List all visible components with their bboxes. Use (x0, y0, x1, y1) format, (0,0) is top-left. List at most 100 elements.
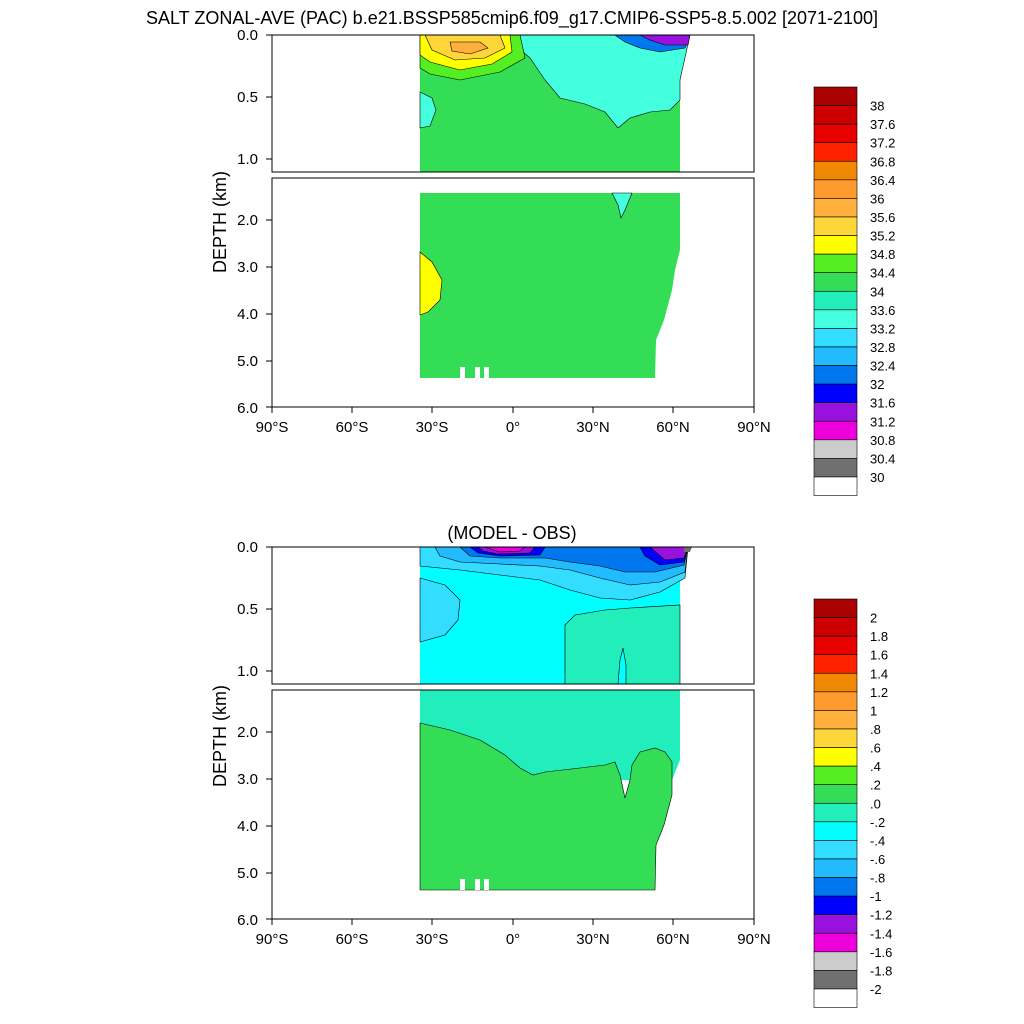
colorbar-label: 31.2 (870, 414, 895, 429)
x-tick-label: 60°S (336, 931, 369, 948)
colorbar-swatch (813, 654, 858, 674)
colorbar-label: 35.2 (870, 229, 895, 244)
colorbar-swatch (813, 309, 858, 329)
colorbar-label: .4 (870, 759, 881, 774)
x-tick-label: 60°S (336, 419, 369, 436)
x-tick-label: 60°N (656, 419, 690, 436)
field-green-body (419, 722, 673, 891)
field-grey-spot (684, 547, 692, 552)
colorbar-swatch (813, 988, 858, 1008)
y-tick-label: 4.0 (237, 306, 258, 323)
colorbar-swatch (813, 951, 858, 971)
field-cyan-notch (611, 192, 633, 219)
bottom-gap-2 (475, 367, 480, 378)
colorbar-label: 30.8 (870, 433, 895, 448)
field-lightcyan-left (419, 577, 461, 643)
x-tick-label: 30°N (576, 419, 610, 436)
bottom-gap-1 (460, 879, 465, 890)
y-tick-label: 0.0 (237, 539, 258, 556)
colorbar-swatch (813, 691, 858, 711)
colorbar-label: 2 (870, 611, 877, 626)
colorbar-label: 32 (870, 377, 884, 392)
colorbar-swatch (813, 784, 858, 804)
colorbar-label: 34 (870, 284, 884, 299)
x-tick-label: 0° (506, 931, 520, 948)
field-deep-green (420, 193, 680, 378)
upper-field (419, 546, 692, 685)
bottom-gap-2 (475, 879, 480, 890)
y-tick-label: 0.5 (237, 89, 258, 106)
x-tick-label: 30°S (416, 931, 449, 948)
x-tick-label: 90°S (256, 931, 289, 948)
y-tick-label: 0.0 (237, 27, 258, 44)
colorbar-salinity: 38 37.6 37.2 36.8 36.4 36 35.6 35.2 34.8 34.4 34 33… (813, 86, 895, 496)
colorbar-swatch (813, 160, 858, 181)
colorbar-difference: 21.81.61.41.21.8.6.4.2.0-.2-.4-.6-.8-1-1… (813, 598, 892, 1008)
colorbar-swatch (813, 253, 858, 274)
colorbar-label: -1 (870, 889, 882, 904)
field-cyan-left (419, 91, 437, 129)
y-tick-label: 2.0 (237, 724, 258, 741)
colorbar-label: 1 (870, 703, 877, 718)
colorbar-swatch (813, 877, 858, 897)
colorbar-swatch (813, 439, 858, 459)
x-tick-label: 90°N (737, 419, 771, 436)
colorbar-label: 1.4 (870, 666, 888, 681)
y-tick-label: 5.0 (237, 865, 258, 882)
field-yellow-bump (419, 251, 443, 316)
colorbar-swatch (813, 598, 858, 618)
colorbar-swatch (813, 179, 858, 199)
upper-field (419, 34, 691, 172)
colorbar-label: 30.4 (870, 451, 895, 466)
colorbar-label: 32.8 (870, 340, 895, 355)
y-tick-label: 0.5 (237, 601, 258, 618)
colorbar-label: 34.8 (870, 247, 895, 262)
field-deep-orange-core (449, 41, 489, 55)
colorbar-swatch (813, 383, 858, 403)
field-cyan-region (504, 34, 691, 129)
colorbar-swatch (813, 198, 858, 218)
colorbar-label: 33.2 (870, 321, 895, 336)
colorbar-label: 36.8 (870, 154, 895, 169)
colorbar-swatch (813, 105, 858, 125)
colorbar-label: 34.4 (870, 266, 895, 281)
y-ticks-lower: 2.0 3.0 4.0 5.0 6.0 (237, 724, 258, 929)
colorbar-label: -.6 (870, 852, 885, 867)
colorbar-swatch (813, 458, 858, 478)
lower-field (419, 690, 680, 891)
colorbar-label: 37.2 (870, 136, 895, 151)
colorbar-swatch (813, 346, 858, 366)
colorbar-label: 33.6 (870, 303, 895, 318)
upper-frame (271, 34, 755, 173)
colorbar-swatch (813, 728, 858, 748)
y-tick-label: 5.0 (237, 353, 258, 370)
y-tick-label: 1.0 (237, 663, 258, 680)
y-tick-label: 3.0 (237, 771, 258, 788)
colorbar-label: 32.4 (870, 359, 895, 374)
colorbar-swatch (813, 290, 858, 311)
y-tick-label: 1.0 (237, 151, 258, 168)
colorbar-label: -.4 (870, 833, 885, 848)
colorbar-swatch (813, 617, 858, 637)
y-ticks-lower: 2.0 3.0 4.0 5.0 6.0 (237, 212, 258, 417)
y-ticks-upper: 0.0 0.5 1.0 (237, 27, 258, 168)
colorbar-swatch (813, 365, 858, 385)
upper-frame (271, 546, 755, 685)
y-axis-label: DEPTH (km) (210, 685, 230, 787)
colorbar-label: -.2 (870, 815, 885, 830)
x-tick-marks (271, 919, 755, 925)
colorbar-swatch (813, 86, 858, 106)
x-tick-label: 90°S (256, 419, 289, 436)
colorbar-swatch (813, 970, 858, 990)
lower-field (419, 192, 680, 378)
y-tick-label: 2.0 (237, 212, 258, 229)
panel-salinity: SALT ZONAL-AVE (PAC) b.e21.BSSP585cmip6.… (146, 8, 895, 496)
y-tick-marks (266, 34, 272, 408)
colorbar-label: 1.8 (870, 629, 888, 644)
y-tick-label: 6.0 (237, 400, 258, 417)
y-tick-label: 6.0 (237, 912, 258, 929)
colorbar-swatch (813, 765, 858, 786)
colorbar-swatch (813, 672, 858, 693)
y-ticks-upper: 0.0 0.5 1.0 (237, 539, 258, 680)
